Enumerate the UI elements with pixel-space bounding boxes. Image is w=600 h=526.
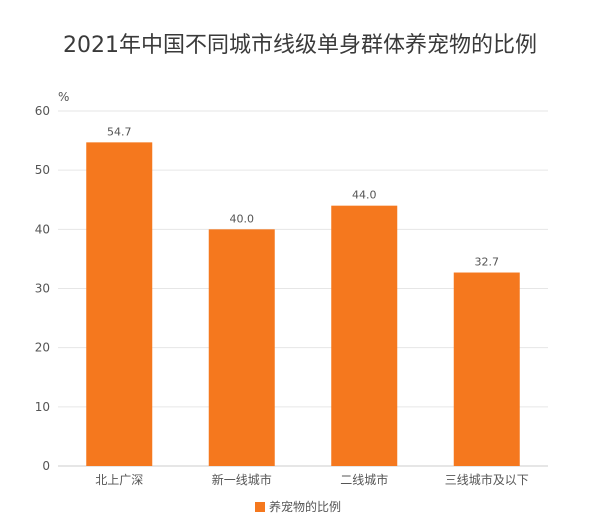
data-label: 54.7	[107, 125, 132, 138]
data-label: 40.0	[230, 212, 255, 225]
bar	[86, 142, 153, 466]
bar	[453, 272, 520, 466]
y-tick-label: 20	[35, 341, 50, 355]
category-label: 三线城市及以下	[445, 472, 529, 487]
bar	[208, 229, 275, 466]
y-tick-label: 50	[35, 163, 50, 177]
y-tick-label: 60	[35, 104, 50, 118]
category-label: 新一线城市	[212, 472, 272, 487]
y-tick-label: 40	[35, 222, 50, 236]
category-label: 二线城市	[340, 472, 388, 487]
y-tick-label: 10	[35, 400, 50, 414]
legend-swatch	[255, 502, 265, 512]
legend-label: 养宠物的比例	[269, 499, 341, 514]
bar-layer	[86, 142, 520, 466]
y-axis-unit: %	[58, 90, 69, 104]
data-label: 32.7	[475, 256, 500, 269]
y-tick-label: 30	[35, 282, 50, 296]
y-tick-labels: 0 10 20 30 40 50 60	[35, 104, 50, 473]
bar	[331, 205, 398, 466]
y-tick-label: 0	[42, 459, 50, 473]
category-label: 北上广深	[95, 473, 143, 487]
data-label: 44.0	[352, 189, 377, 202]
chart-title: 2021年中国不同城市线级单身群体养宠物的比例	[63, 33, 537, 58]
data-labels: 54.7 40.0 44.0 32.7	[107, 125, 499, 268]
legend: 养宠物的比例	[255, 499, 341, 514]
category-labels: 北上广深 新一线城市 二线城市 三线城市及以下	[95, 472, 529, 487]
